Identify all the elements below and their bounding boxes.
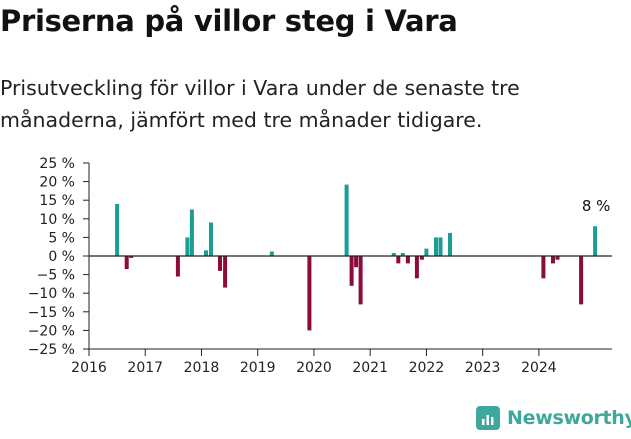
bar [448,232,452,256]
bar [344,184,349,256]
bar [414,256,419,279]
x-tick-label: 2022 [409,360,445,376]
y-tick-label: 20 % [39,175,75,191]
bar [218,256,222,271]
x-tick-label: 2016 [71,360,107,376]
bar [419,256,424,260]
bar [358,256,363,305]
brand-logo: Newsworthy [476,406,631,430]
x-tick-label: 2019 [240,360,276,376]
y-tick-label: 0 % [48,249,75,265]
bar [396,256,401,264]
data-label: 8 % [582,197,611,215]
bar [579,256,584,305]
data-labels: 8 % [582,197,611,215]
y-tick-label: −25 % [28,342,75,358]
bar [349,256,354,286]
bar [555,256,560,260]
bar [124,256,129,269]
x-tick-label: 2024 [521,360,557,376]
x-axis: 2016 2017 2018 2019 2020 2021 2022 2023 2024 [71,255,612,376]
bar [115,203,120,256]
y-tick-label: −5 % [37,268,75,284]
x-tick-label: 2020 [296,360,332,376]
x-tick-label: 2018 [184,360,220,376]
bars [115,184,598,331]
bar-chart: 25 % 20 % 15 % 10 % 5 % 0 % −5 % −10 % −15 % −20 … [28,156,612,376]
bar [209,222,213,256]
page-title: Priserna på villor steg i Vara [0,4,458,38]
bar [129,256,134,258]
y-tick-label: 5 % [48,230,75,246]
x-tick-label: 2023 [465,360,501,376]
bar [434,237,438,256]
bar [175,256,180,277]
y-tick-label: −10 % [28,286,75,302]
x-tick-label: 2021 [352,360,388,376]
y-axis: 25 % 20 % 15 % 10 % 5 % 0 % −5 % −10 % −15 % −20 … [28,156,90,358]
chart-subtitle: Prisutveckling för villor i Vara under d… [0,76,520,132]
bar [223,256,228,288]
brand-name: Newsworthy [507,407,631,429]
bar [438,237,443,256]
y-tick-label: −15 % [28,305,75,321]
bar [269,251,274,256]
bar-chart-logo-icon [476,406,500,430]
bar [391,253,396,256]
bar [551,256,555,264]
bar [541,256,546,279]
y-tick-label: 15 % [39,193,75,209]
y-tick-label: 25 % [39,156,75,172]
y-tick-label: −20 % [28,323,75,339]
bar [185,237,190,256]
bar [424,248,429,256]
bar [204,250,208,256]
bar [307,256,312,331]
bar [405,256,410,264]
bar [400,253,405,256]
bar [189,209,194,256]
y-tick-label: 10 % [39,212,75,228]
bar [354,256,359,268]
x-tick-label: 2017 [127,360,163,376]
bar [593,226,598,256]
